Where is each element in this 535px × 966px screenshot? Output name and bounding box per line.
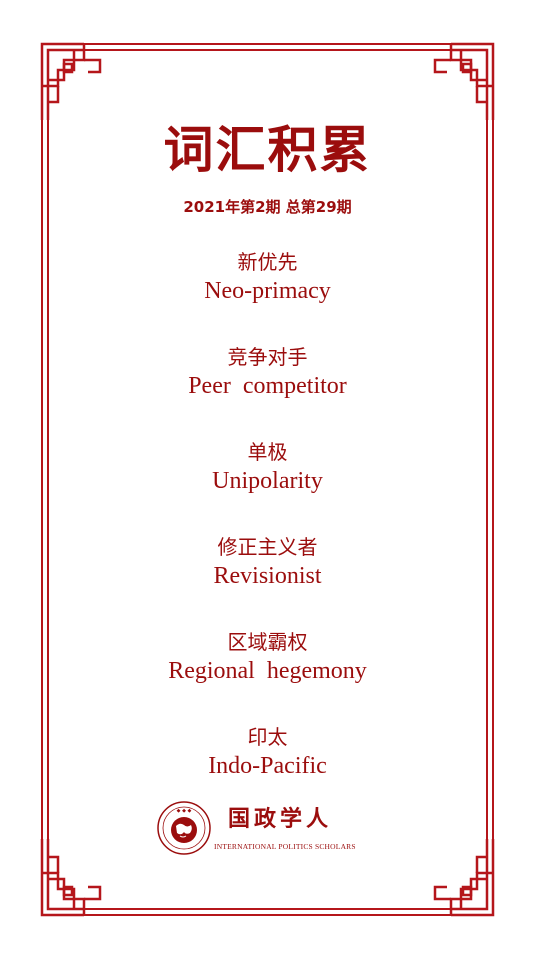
frame-corner-top-right <box>433 42 495 120</box>
svg-text:◆ ◆ ◆: ◆ ◆ ◆ <box>177 808 192 814</box>
term-item: 新优先 Neo-primacy <box>0 248 535 306</box>
term-item: 区域霸权 Regional hegemony <box>0 628 535 686</box>
frame-corner-bottom-right <box>433 839 495 917</box>
page-title: 词汇积累 <box>163 120 372 179</box>
term-chinese: 竞争对手 <box>227 345 308 369</box>
brand-name: 国政学人 <box>228 807 333 832</box>
term-english: Revisionist <box>213 563 322 589</box>
frame-corner-bottom-left <box>40 839 102 917</box>
globe-seal-icon: ◆ ◆ ◆ <box>157 801 211 855</box>
term-item: 印太 Indo-Pacific <box>0 723 535 781</box>
term-english: Peer competitor <box>188 373 347 399</box>
term-item: 修正主义者 Revisionist <box>0 533 535 591</box>
term-chinese: 区域霸权 <box>227 630 308 654</box>
frame-corner-top-left <box>40 42 102 120</box>
term-item: 单极 Unipolarity <box>0 438 535 496</box>
term-english: Indo-Pacific <box>208 753 327 779</box>
term-english: Regional hegemony <box>168 658 367 684</box>
term-chinese: 修正主义者 <box>217 535 318 559</box>
term-chinese: 印太 <box>247 725 288 749</box>
term-chinese: 新优先 <box>237 250 298 274</box>
issue-number: 2021年第2期 总第29期 <box>183 198 352 216</box>
term-chinese: 单极 <box>247 440 288 464</box>
brand-subtitle: INTERNATIONAL POLITICS SCHOLARS <box>214 842 356 851</box>
brand-logo: ◆ ◆ ◆ 国政学人 INTERNATIONAL POLITICS SCHOLA… <box>150 800 410 860</box>
term-item: 竞争对手 Peer competitor <box>0 343 535 401</box>
term-english: Neo-primacy <box>204 278 331 304</box>
term-english: Unipolarity <box>212 468 323 494</box>
